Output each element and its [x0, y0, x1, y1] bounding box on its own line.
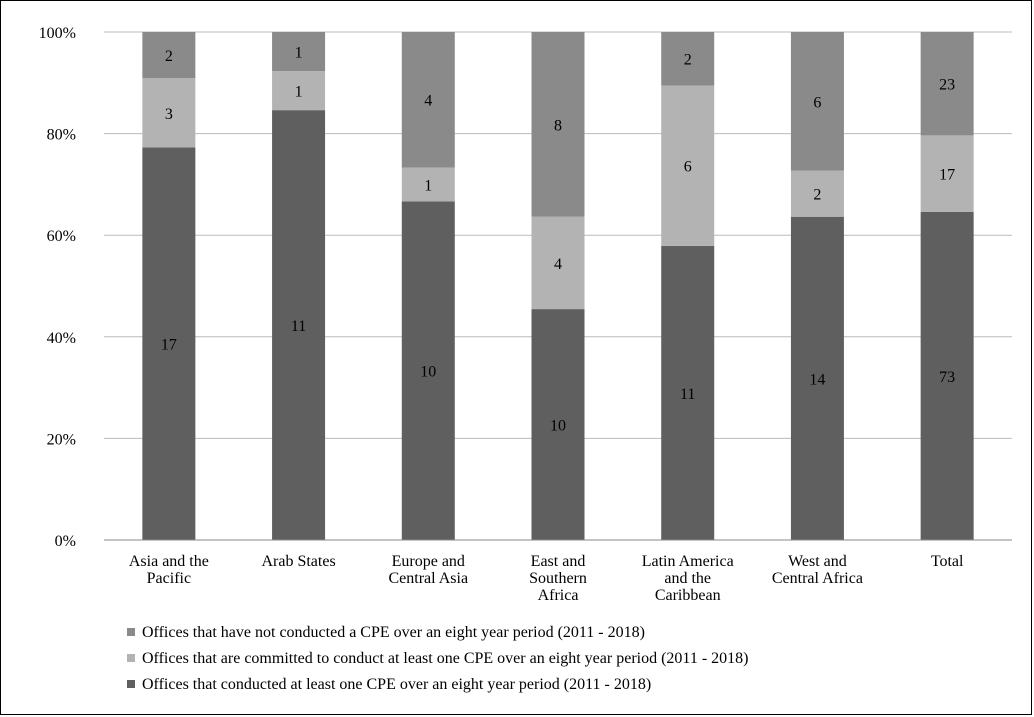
y-tick-label: 0% [55, 533, 76, 550]
category-label-line: Central Asia [389, 570, 469, 587]
category-label: East and Southern Africa [529, 553, 587, 604]
bar-segment [790, 32, 844, 171]
data-label: 14 [809, 371, 825, 388]
bar-segment [661, 85, 715, 246]
data-label: 1 [295, 45, 303, 62]
bar-segment [401, 32, 455, 168]
data-label: 2 [165, 48, 173, 65]
data-label: 17 [939, 167, 955, 184]
data-label: 3 [165, 106, 173, 123]
data-label: 10 [420, 364, 436, 381]
bar-segment [142, 32, 196, 79]
category-label-line: West and [788, 553, 847, 570]
data-label: 8 [554, 117, 562, 134]
data-label: 6 [684, 159, 692, 176]
y-axis-ticks: 0% 20% 40% 60% 80% 100% [39, 25, 76, 550]
legend-label: Offices that have not conducted a CPE ov… [142, 624, 645, 641]
bar-segment [790, 216, 844, 540]
category-label-line: Caribbean [655, 587, 721, 604]
y-tick-label: 40% [47, 330, 76, 347]
category-label-line: Latin America [642, 553, 734, 570]
bar-segment [531, 216, 585, 310]
legend-label: Offices that are committed to conduct at… [142, 650, 748, 667]
data-label: 4 [424, 93, 432, 110]
category-label-line: and the [664, 570, 711, 587]
data-label: 4 [554, 256, 562, 273]
bar-segment [920, 32, 974, 136]
data-label: 73 [939, 369, 955, 386]
data-label: 23 [939, 77, 955, 94]
bar-segment [401, 167, 455, 202]
category-label: Total [931, 553, 964, 570]
bar-segment [790, 170, 844, 217]
legend-swatch [127, 680, 135, 688]
legend-item: Offices that are committed to conduct at… [127, 650, 748, 667]
data-label: 11 [291, 318, 306, 335]
category-label-line: East and [531, 553, 586, 570]
category-label-line: Arab States [261, 553, 335, 570]
y-tick-label: 20% [47, 431, 76, 448]
data-label: 2 [684, 52, 692, 69]
bar-segment [661, 245, 715, 541]
legend-swatch [127, 654, 135, 662]
category-label-line: Africa [538, 587, 579, 604]
category-label-line: Pacific [147, 570, 191, 587]
category-label-line: Total [931, 553, 964, 570]
data-label: 1 [424, 177, 432, 194]
bar-segment [920, 135, 974, 212]
data-label: 17 [161, 337, 177, 354]
y-tick-label: 100% [39, 25, 76, 42]
bar-segment [142, 78, 196, 148]
category-label-line: Central Africa [772, 570, 863, 587]
data-label: 2 [813, 187, 821, 204]
category-label: West and Central Africa [772, 553, 863, 587]
bar-segment [272, 110, 326, 541]
data-label: 1 [295, 84, 303, 101]
bar-segment [272, 32, 326, 72]
bar-segment [272, 71, 326, 111]
data-label: 11 [680, 386, 695, 403]
category-label: Arab States [261, 553, 335, 570]
category-label: Europe and Central Asia [389, 553, 469, 587]
category-label: Asia and the Pacific [129, 553, 209, 587]
legend-label: Offices that conducted at least one CPE … [142, 676, 651, 693]
bar-segment [531, 309, 585, 540]
y-tick-label: 60% [47, 228, 76, 245]
x-axis-categories: Asia and the Pacific Arab States Europe and… [129, 553, 964, 604]
category-label-line: Asia and the [129, 553, 209, 570]
category-label-line: Europe and [392, 553, 465, 570]
bars [142, 32, 974, 541]
bar-segment [661, 32, 715, 86]
category-label-line: Southern [529, 570, 587, 587]
legend-swatch [127, 628, 135, 636]
legend-item: Offices that have not conducted a CPE ov… [127, 624, 645, 641]
legend: Offices that have not conducted a CPE ov… [127, 624, 748, 693]
data-label: 6 [813, 94, 821, 111]
category-label: Latin America and the Caribbean [642, 553, 734, 604]
legend-item: Offices that conducted at least one CPE … [127, 676, 651, 693]
bar-segment [401, 201, 455, 541]
data-label: 10 [550, 418, 566, 435]
bar-segment [142, 147, 196, 541]
bar-segment [531, 32, 585, 217]
y-tick-label: 80% [47, 127, 76, 144]
bar-segment [920, 211, 974, 541]
